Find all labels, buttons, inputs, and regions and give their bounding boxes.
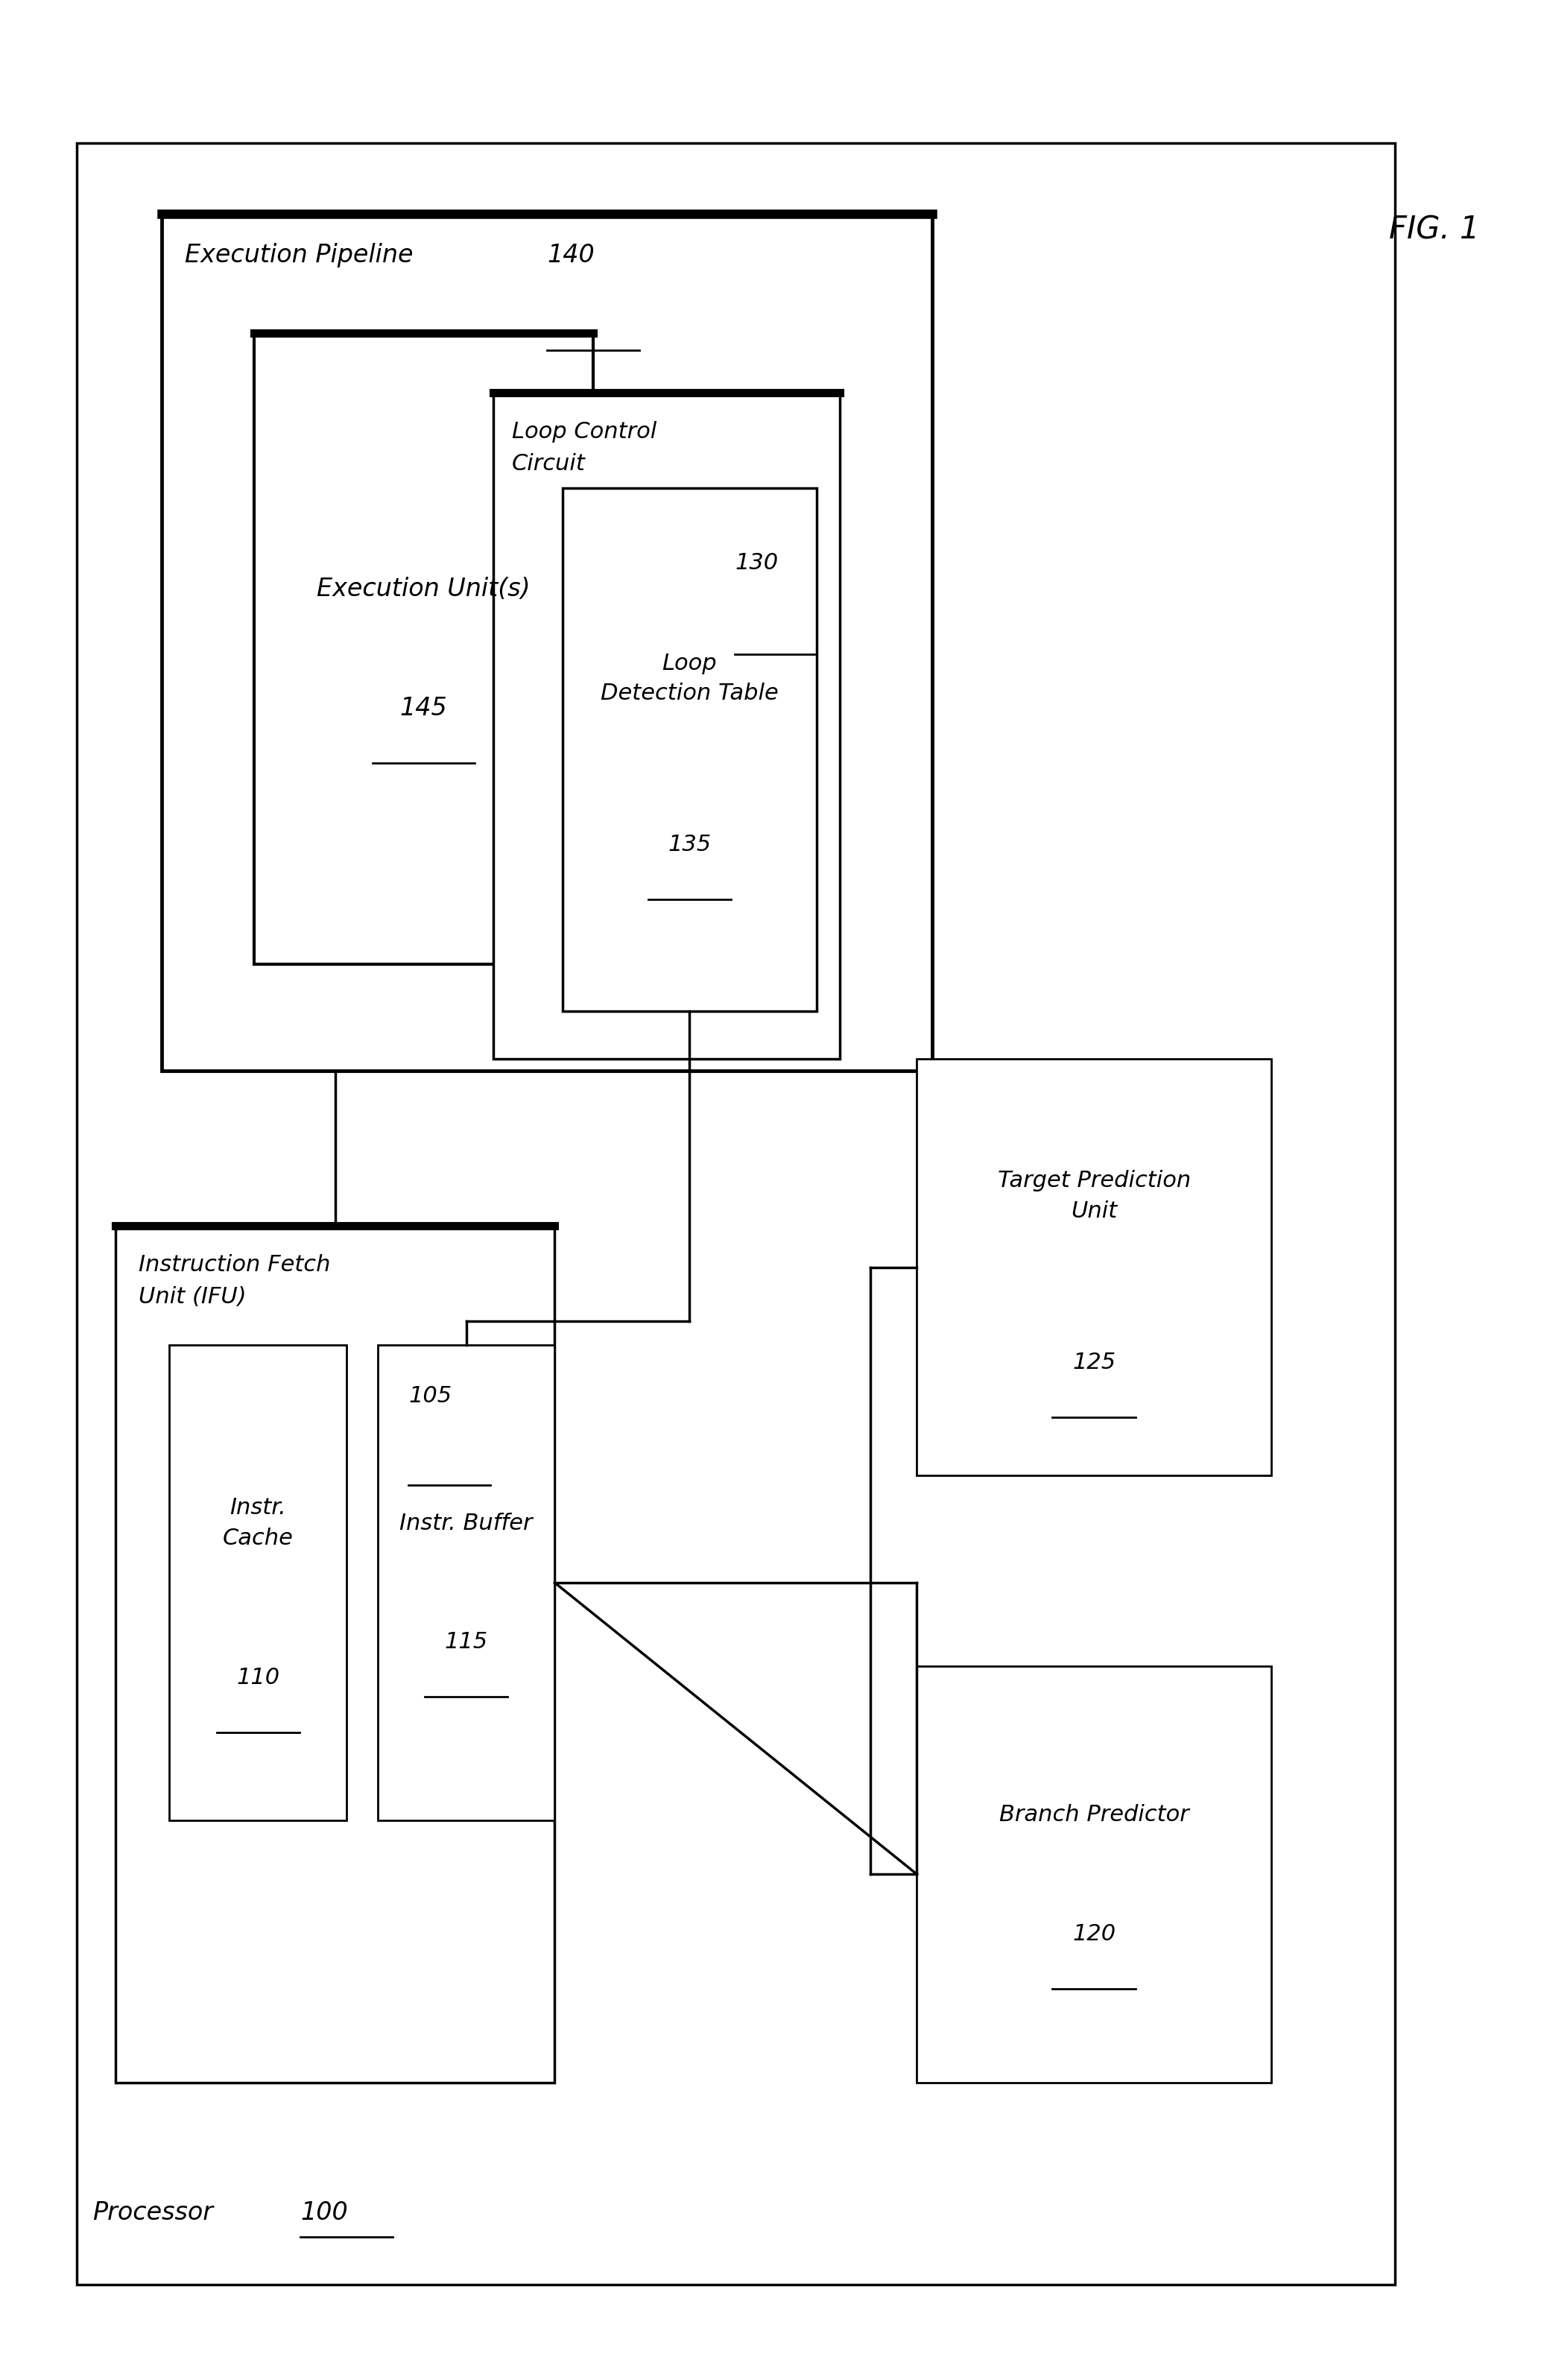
- Text: 135: 135: [667, 833, 712, 857]
- Text: Execution Unit(s): Execution Unit(s): [317, 576, 530, 602]
- Text: FIG. 1: FIG. 1: [1388, 214, 1479, 245]
- Text: 130: 130: [735, 552, 778, 574]
- Text: 125: 125: [1073, 1352, 1116, 1373]
- Text: 145: 145: [401, 695, 447, 721]
- Text: Branch Predictor: Branch Predictor: [999, 1804, 1190, 1825]
- Bar: [493, 393, 840, 1059]
- Bar: [254, 333, 593, 964]
- Bar: [917, 1059, 1271, 1476]
- Text: Execution Pipeline: Execution Pipeline: [185, 243, 413, 267]
- Text: 115: 115: [444, 1630, 488, 1654]
- Bar: [116, 1226, 555, 2082]
- Text: 140: 140: [547, 243, 595, 267]
- Bar: [162, 214, 932, 1071]
- Text: Instruction Fetch
Unit (IFU): Instruction Fetch Unit (IFU): [139, 1254, 331, 1307]
- Bar: [378, 1345, 555, 1821]
- Text: Processor: Processor: [92, 2202, 213, 2225]
- Bar: [917, 1666, 1271, 2082]
- Text: Instr.
Cache: Instr. Cache: [223, 1497, 293, 1549]
- Text: 105: 105: [408, 1385, 452, 1407]
- Text: 110: 110: [236, 1666, 280, 1690]
- Bar: [170, 1345, 347, 1821]
- Text: Loop
Detection Table: Loop Detection Table: [601, 652, 778, 704]
- Text: Instr. Buffer: Instr. Buffer: [399, 1511, 533, 1535]
- Text: 100: 100: [300, 2202, 348, 2225]
- Text: Target Prediction
Unit: Target Prediction Unit: [997, 1171, 1191, 1221]
- Text: 120: 120: [1073, 1923, 1116, 1944]
- Text: Loop Control
Circuit: Loop Control Circuit: [512, 421, 656, 474]
- Bar: [77, 143, 1395, 2285]
- Bar: [562, 488, 817, 1011]
